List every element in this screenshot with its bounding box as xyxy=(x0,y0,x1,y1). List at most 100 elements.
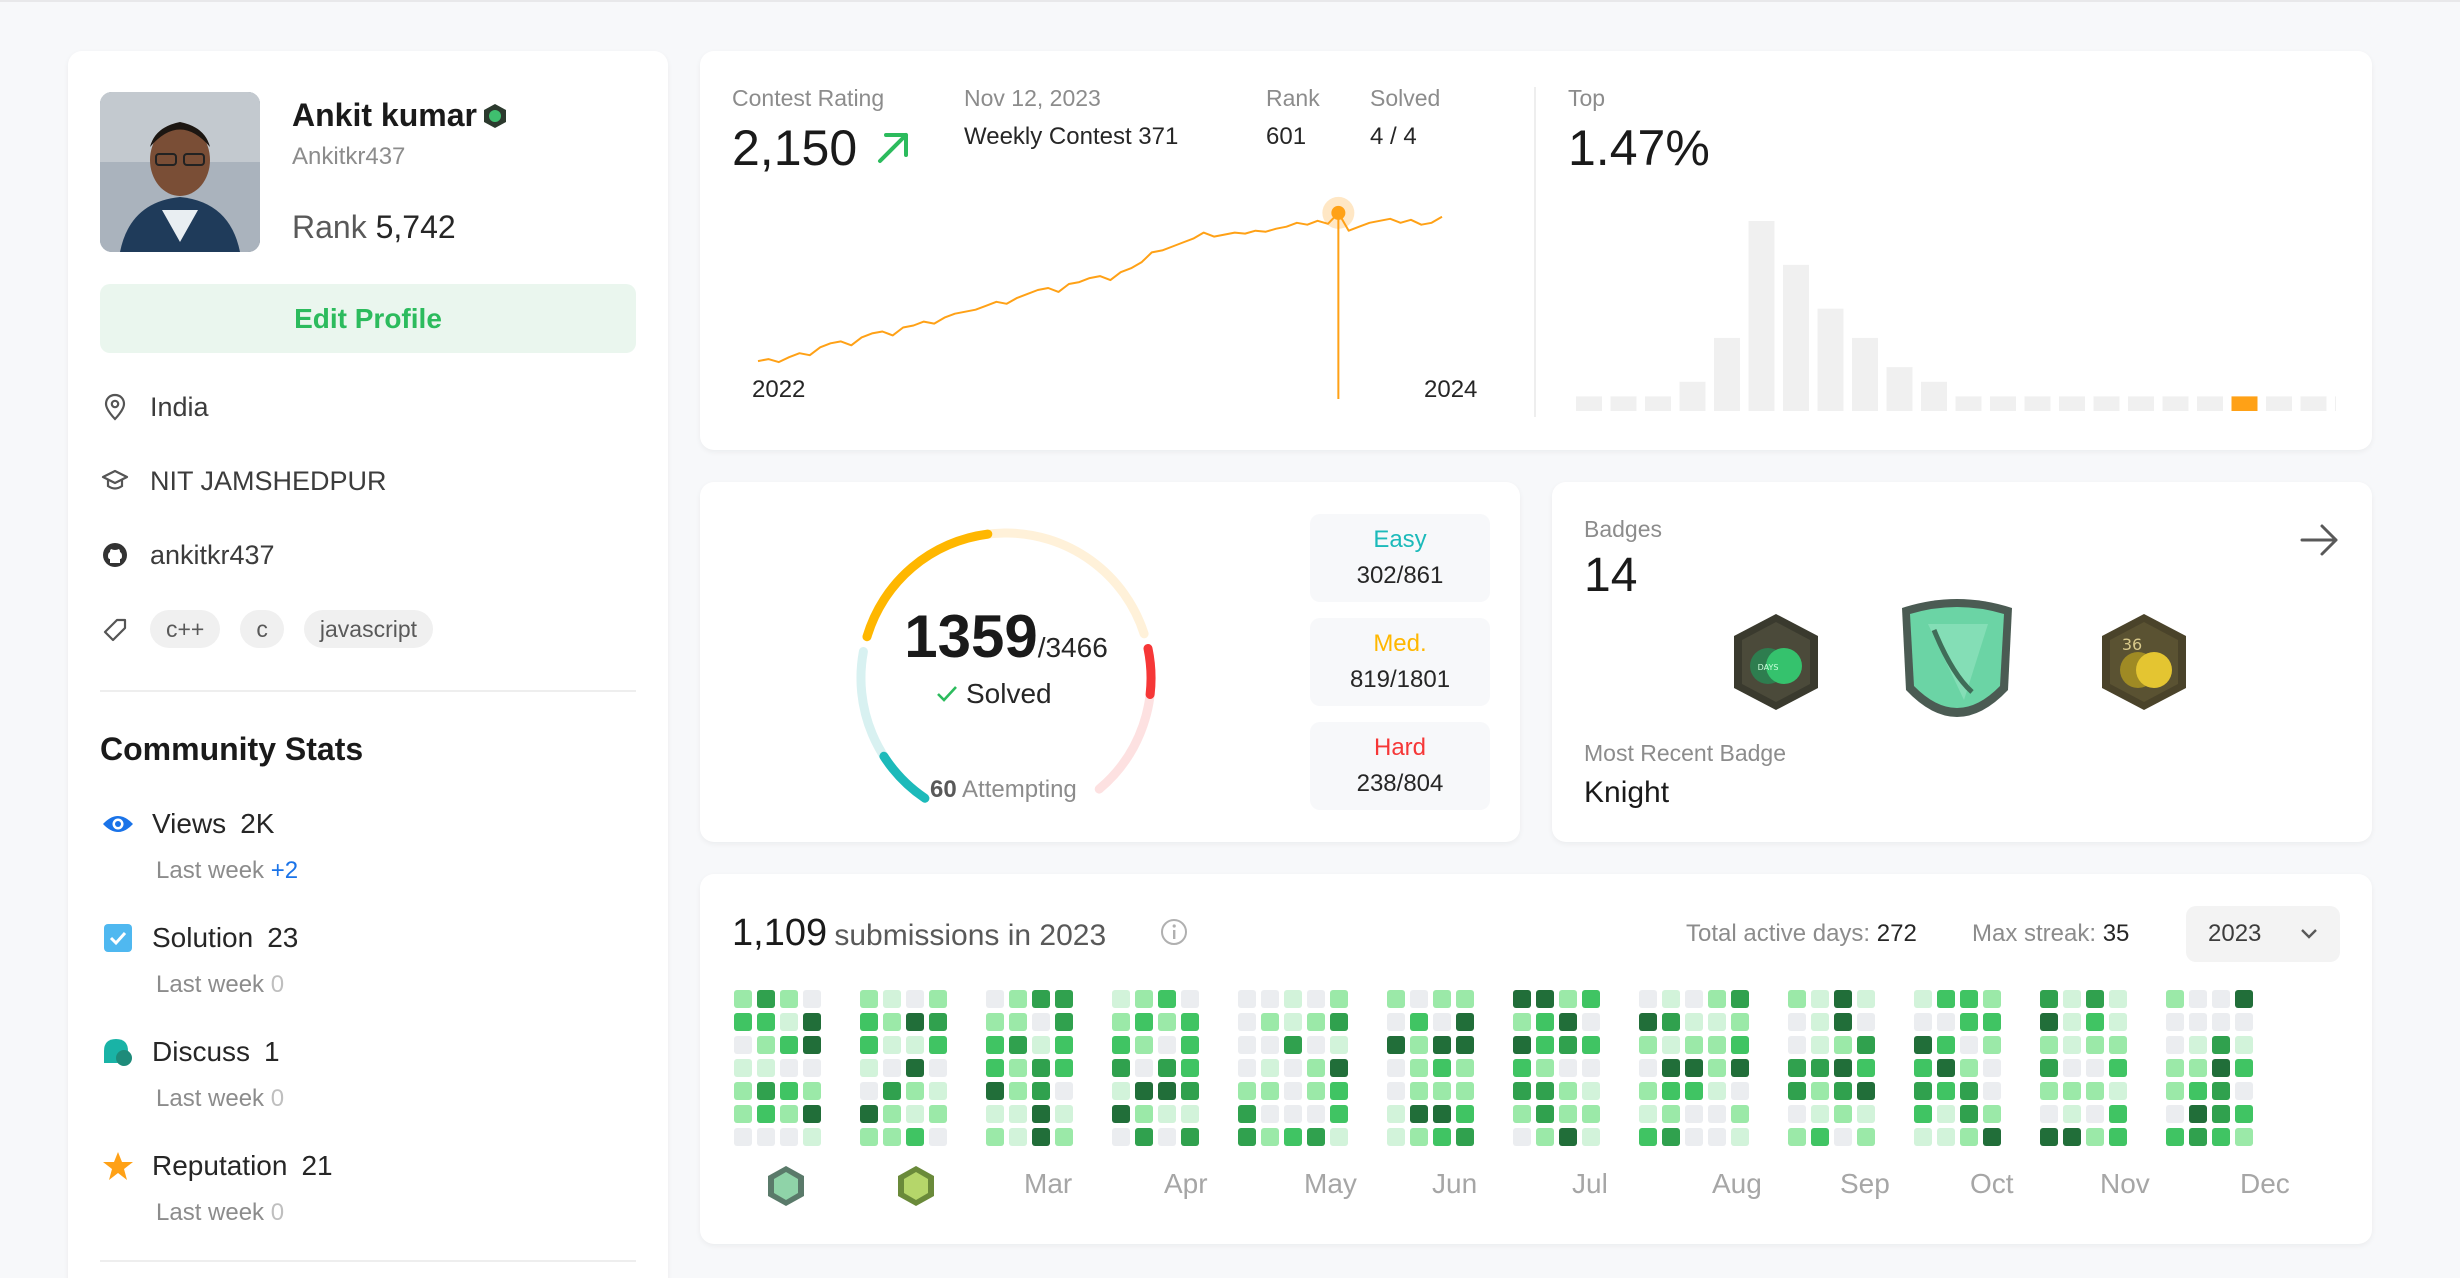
github-row[interactable]: ankitkr437 xyxy=(100,535,275,575)
heatmap-day-cell xyxy=(1559,1036,1577,1054)
heatmap-day-cell xyxy=(1960,1036,1978,1054)
heatmap-day-cell xyxy=(1032,1036,1050,1054)
stat-solution: Solution 23 xyxy=(100,920,298,956)
percentile-bar xyxy=(1886,367,1913,411)
heatmap-day-cell xyxy=(734,1128,752,1146)
heatmap-day-cell xyxy=(1731,1059,1749,1077)
edit-profile-button[interactable]: Edit Profile xyxy=(100,284,636,353)
heatmap-day-cell xyxy=(734,1105,752,1123)
heatmap-day-cell xyxy=(1559,1059,1577,1077)
percentile-bar xyxy=(2093,396,2120,411)
profile-name: Ankit kumar xyxy=(292,97,477,133)
top-percent-value: 1.47% xyxy=(1568,120,1710,176)
hard-box[interactable]: Hard 238/804 xyxy=(1310,722,1490,810)
heatmap-day-cell xyxy=(906,1082,924,1100)
heatmap-day-cell xyxy=(2212,1128,2230,1146)
badge-365-days-icon[interactable]: 36 xyxy=(2092,610,2196,719)
skill-tag[interactable]: c++ xyxy=(150,610,221,648)
heatmap-day-cell xyxy=(780,1105,798,1123)
heatmap-day-cell xyxy=(986,1036,1004,1054)
heatmap-day-cell xyxy=(1685,1128,1703,1146)
stat-label: Views xyxy=(152,808,227,839)
jan-badge-icon[interactable] xyxy=(764,1164,808,1213)
heatmap-day-cell xyxy=(2040,1105,2058,1123)
heatmap-day-cell xyxy=(2109,1013,2127,1031)
badges-label: Badges xyxy=(1584,516,1663,542)
year-select[interactable]: 2023 xyxy=(2186,906,2340,962)
heatmap-day-cell xyxy=(1960,1128,1978,1146)
badge-50-days-icon[interactable]: DAYS xyxy=(1724,610,1828,719)
medium-box[interactable]: Med. 819/1801 xyxy=(1310,618,1490,706)
skill-tag[interactable]: c xyxy=(240,610,284,648)
github-icon xyxy=(100,540,130,570)
top-percentile-bar-chart[interactable] xyxy=(1576,211,2336,411)
divider xyxy=(100,1260,636,1262)
heatmap-day-cell xyxy=(1330,1082,1348,1100)
heatmap-day-cell xyxy=(1032,990,1050,1008)
heatmap-day-cell xyxy=(1410,990,1428,1008)
heatmap-day-cell xyxy=(1788,1059,1806,1077)
heatmap-day-cell xyxy=(860,1082,878,1100)
percentile-bar xyxy=(1783,264,1809,411)
submission-heatmap[interactable] xyxy=(734,990,2344,1154)
stat-views-sub: Last week +2 xyxy=(156,857,299,884)
heatmap-day-cell xyxy=(803,1013,821,1031)
month-label: Jun xyxy=(1432,1168,1478,1199)
skill-tag[interactable]: javascript xyxy=(303,610,434,648)
heatmap-day-cell xyxy=(1834,1059,1852,1077)
rating-line-chart[interactable] xyxy=(750,191,1450,411)
heatmap-day-cell xyxy=(986,1013,1004,1031)
heatmap-day-cell xyxy=(929,990,947,1008)
heatmap-day-cell xyxy=(1513,1036,1531,1054)
contest-solved-value: 4 / 4 xyxy=(1370,123,1417,150)
heatmap-day-cell xyxy=(1433,1036,1451,1054)
heatmap-day-cell xyxy=(929,1059,947,1077)
heatmap-day-cell xyxy=(1582,1059,1600,1077)
heatmap-day-cell xyxy=(1582,1036,1600,1054)
percentile-bar xyxy=(1817,308,1844,411)
arrow-right-icon[interactable] xyxy=(2298,520,2342,565)
highlight-point xyxy=(1331,205,1346,220)
heatmap-day-cell xyxy=(734,990,752,1008)
heatmap-day-cell xyxy=(2166,1105,2184,1123)
heatmap-day-cell xyxy=(1834,1082,1852,1100)
heatmap-day-cell xyxy=(1135,1036,1153,1054)
heatmap-day-cell xyxy=(1261,1105,1279,1123)
heatmap-day-cell xyxy=(1639,1013,1657,1031)
easy-box[interactable]: Easy 302/861 xyxy=(1310,514,1490,602)
heatmap-day-cell xyxy=(1960,1082,1978,1100)
heatmap-day-cell xyxy=(1032,1082,1050,1100)
avatar[interactable] xyxy=(100,92,260,252)
heatmap-day-cell xyxy=(2063,1013,2081,1031)
heatmap-day-cell xyxy=(1238,1036,1256,1054)
github-link[interactable]: ankitkr437 xyxy=(150,539,275,570)
heatmap-day-cell xyxy=(906,1036,924,1054)
month-label: Aug xyxy=(1712,1168,1762,1199)
contest-rating-value: 2,150 xyxy=(732,120,858,176)
heatmap-day-cell xyxy=(1708,1013,1726,1031)
stat-value: 1 xyxy=(264,1036,280,1067)
heatmap-day-cell xyxy=(1536,1059,1554,1077)
heatmap-day-cell xyxy=(1708,1128,1726,1146)
contest-rank-label: Rank xyxy=(1266,85,1320,111)
heatmap-day-cell xyxy=(2063,1059,2081,1077)
heatmap-day-cell xyxy=(986,1059,1004,1077)
feb-badge-icon[interactable] xyxy=(894,1164,938,1213)
heatmap-day-cell xyxy=(2212,990,2230,1008)
heatmap-day-cell xyxy=(1009,1013,1027,1031)
badges-card: Badges 14 DAYS 36 Most Recent Badge Knig… xyxy=(1552,482,2372,842)
heatmap-day-cell xyxy=(883,1013,901,1031)
heatmap-day-cell xyxy=(1433,1105,1451,1123)
heatmap-day-cell xyxy=(1731,1036,1749,1054)
info-icon[interactable] xyxy=(1160,918,1188,951)
heatmap-day-cell xyxy=(1914,990,1932,1008)
heatmap-day-cell xyxy=(1811,1036,1829,1054)
stat-reputation-sub: Last week 0 xyxy=(156,1199,285,1226)
heatmap-day-cell xyxy=(1456,1105,1474,1123)
month-label: Oct xyxy=(1970,1168,2014,1199)
heatmap-day-cell xyxy=(1685,1036,1703,1054)
svg-text:DAYS: DAYS xyxy=(1758,663,1779,672)
knight-badge-icon[interactable] xyxy=(1892,594,2022,743)
heatmap-day-cell xyxy=(1731,1013,1749,1031)
profile-rank: Rank 5,742 xyxy=(292,209,456,245)
